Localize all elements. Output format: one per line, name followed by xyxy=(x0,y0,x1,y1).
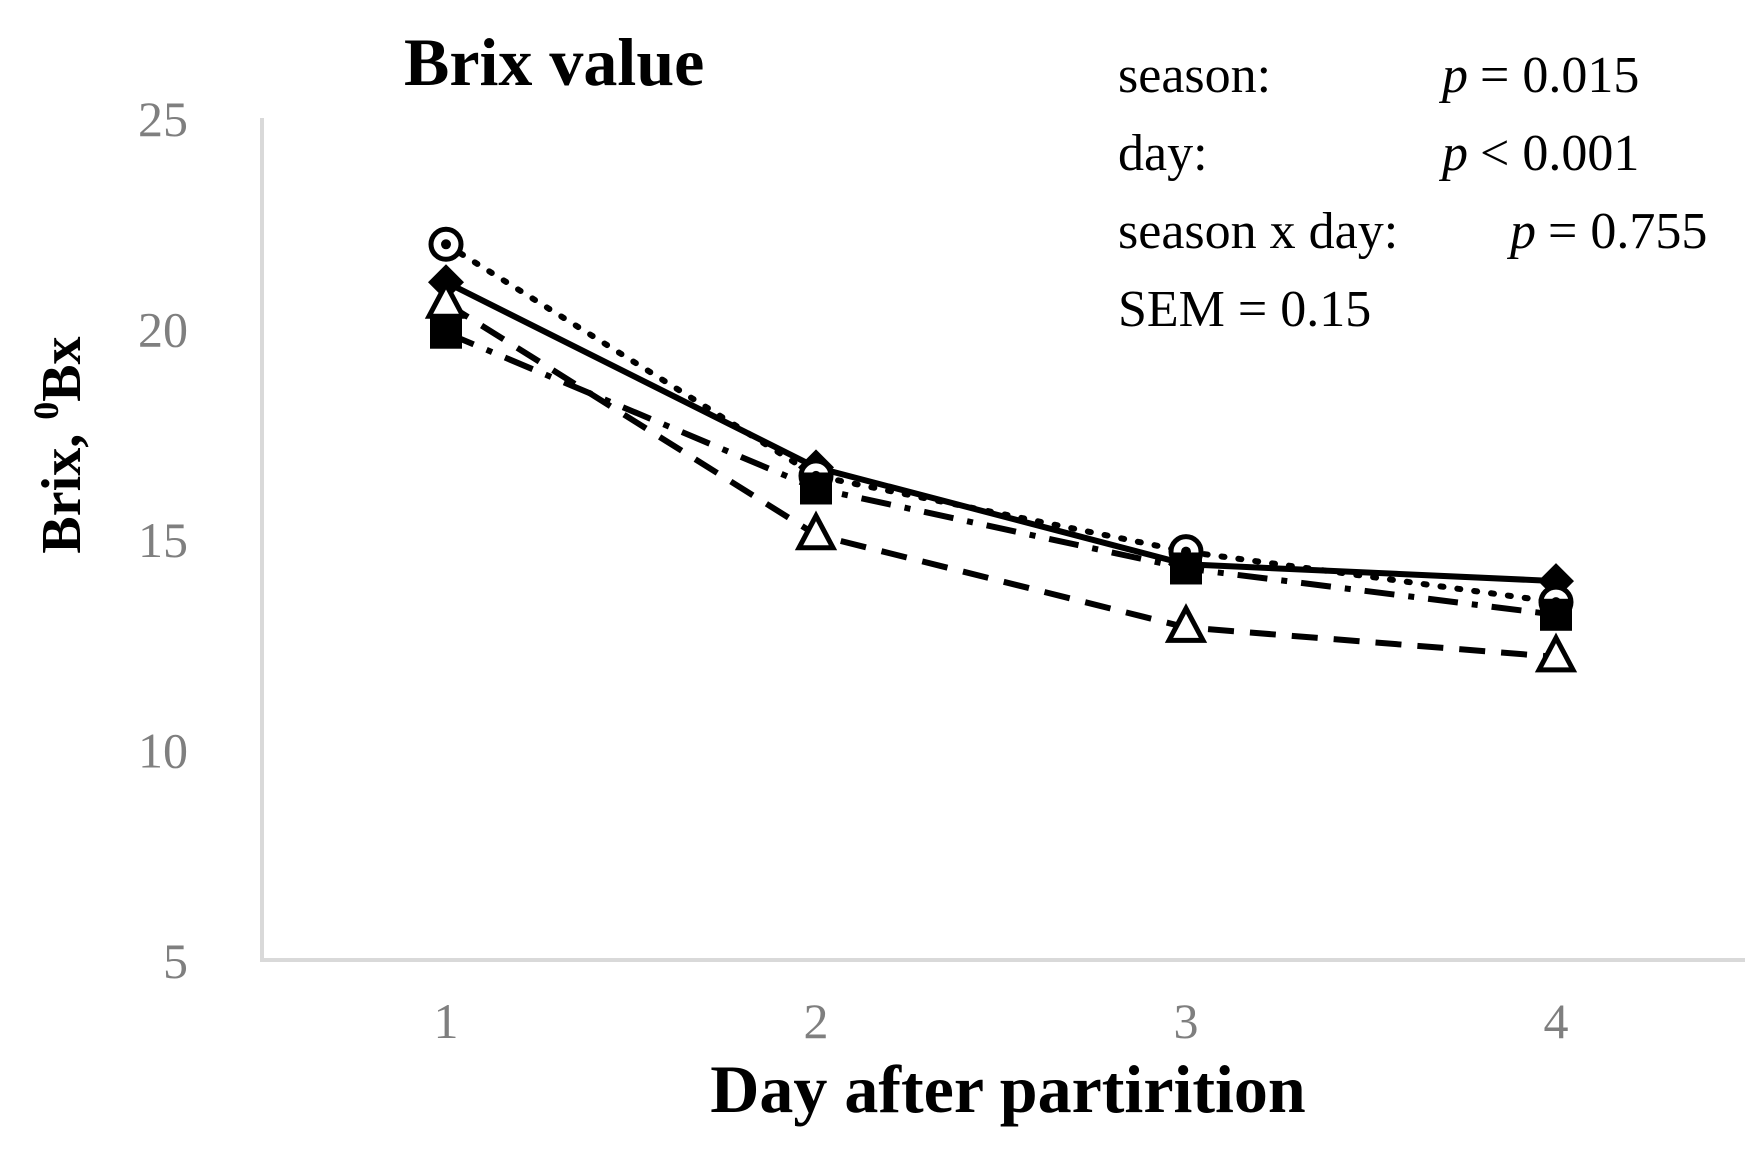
x-tick-label: 1 xyxy=(434,993,459,1049)
y-tick-label: 25 xyxy=(138,91,188,147)
data-point-square xyxy=(430,316,462,349)
data-point-square xyxy=(1540,598,1572,631)
series-layer xyxy=(424,226,1578,673)
data-point-triangle xyxy=(424,278,468,319)
y-axis-title-suffix: Bx xyxy=(31,336,93,401)
annotation-season-label: season: xyxy=(1118,47,1271,104)
data-point-center xyxy=(441,239,451,250)
data-point-triangle xyxy=(1164,603,1208,643)
x-tick-label: 4 xyxy=(1544,993,1569,1049)
stats-annotation: season: p = 0.015 day: p < 0.001 season … xyxy=(1118,47,1707,338)
data-point-square xyxy=(1170,552,1202,585)
y-tick-label: 10 xyxy=(138,723,188,779)
series-line-diamond xyxy=(444,279,1557,585)
series-line-triangle xyxy=(444,300,1557,660)
y-axis-title-prefix: Brix, xyxy=(31,420,93,554)
series-diamond xyxy=(428,264,1574,600)
annotation-day-label: day: xyxy=(1118,125,1208,182)
data-point-triangle xyxy=(1534,632,1578,673)
series-circle-dot xyxy=(428,226,1574,620)
series-line-square xyxy=(444,329,1557,618)
series-triangle xyxy=(424,278,1578,673)
annotation-season-p: p xyxy=(1438,47,1468,104)
annotation-interaction-p: p xyxy=(1506,203,1536,260)
y-tick-label: 20 xyxy=(138,302,188,358)
chart-title: Brix value xyxy=(404,24,704,100)
annotation-interaction-label: season x day: xyxy=(1118,203,1398,260)
x-tick-label: 3 xyxy=(1174,993,1199,1049)
x-tick-label: 2 xyxy=(804,993,829,1049)
annotation-day-value: < 0.001 xyxy=(1480,125,1639,182)
data-point-triangle xyxy=(794,510,838,551)
annotation-day-p: p xyxy=(1438,125,1468,182)
data-point-square xyxy=(800,472,832,505)
x-tick-labels: 1 2 3 4 xyxy=(434,993,1569,1049)
y-axis-title: Brix, 0Bx xyxy=(26,336,93,553)
y-tick-label: 5 xyxy=(163,933,188,989)
annotation-season-value: = 0.015 xyxy=(1480,47,1639,104)
y-tick-labels: 5 10 15 20 25 xyxy=(138,91,188,989)
y-tick-label: 15 xyxy=(138,512,188,568)
annotation-sem: SEM = 0.15 xyxy=(1118,281,1371,338)
series-line-circle-dot xyxy=(443,241,1559,606)
x-axis-title: Day after partirition xyxy=(710,1051,1306,1127)
y-axis-title-sup: 0 xyxy=(26,402,66,420)
annotation-interaction-value: = 0.755 xyxy=(1548,203,1707,260)
series-square xyxy=(430,316,1572,631)
